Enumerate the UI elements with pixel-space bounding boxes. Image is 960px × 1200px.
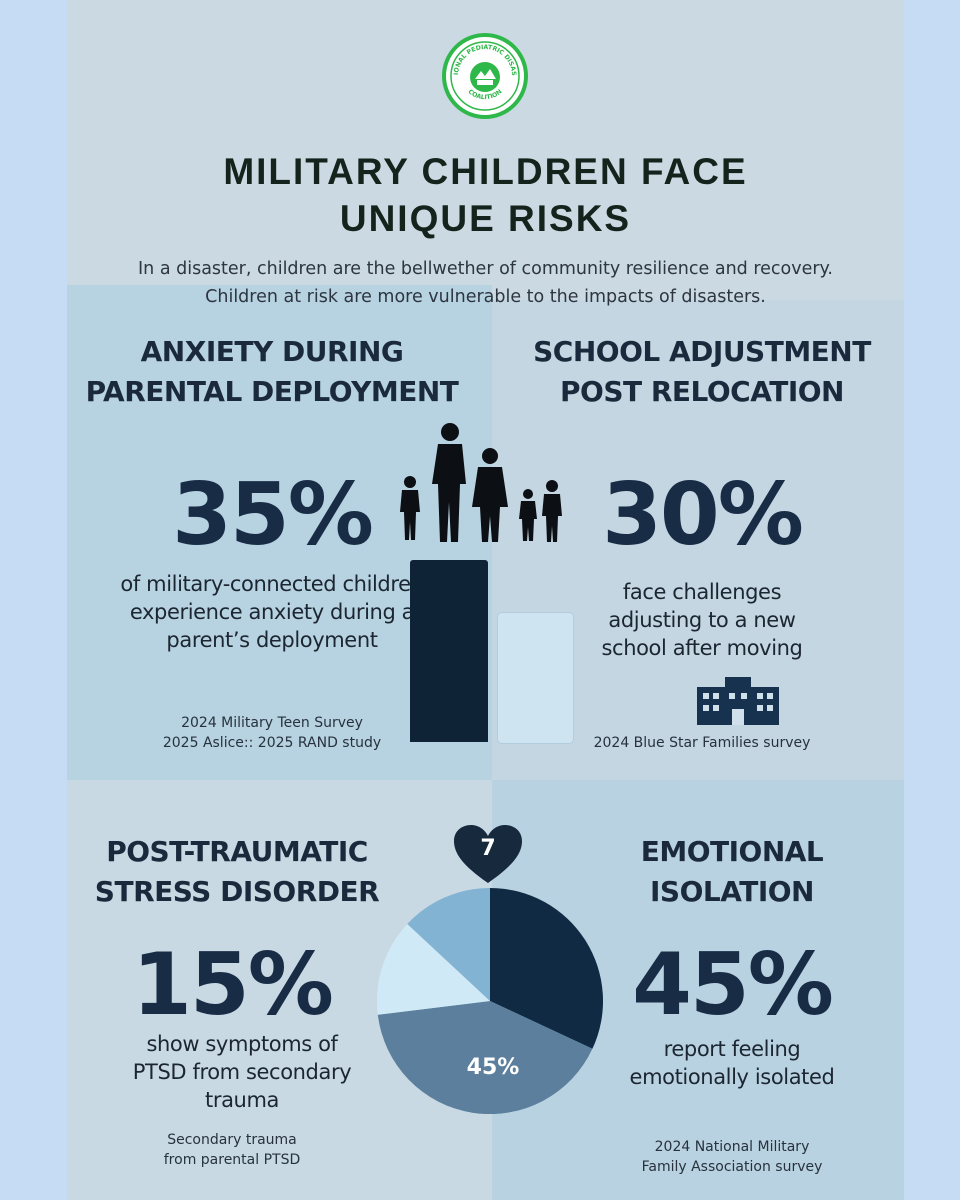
school-heading: SCHOOL ADJUSTMENT POST RELOCATION <box>512 332 892 412</box>
bar-dark <box>410 560 488 742</box>
isolation-description: report feeling emotionally isolated <box>629 1037 835 1089</box>
pie-slice-3 <box>377 924 490 1015</box>
anxiety-description: of military-connected children experienc… <box>120 572 424 652</box>
anxiety-source-1: 2024 Military Teen Survey <box>181 715 363 731</box>
pie-chart <box>377 888 603 1114</box>
anxiety-heading: ANXIETY DURING PARENTAL DEPLOYMENT <box>67 332 477 412</box>
isolation-stat: 45% <box>632 935 834 1035</box>
ptsd-stat: 15% <box>132 935 334 1035</box>
page-subtitle-text: In a disaster, children are the bellweth… <box>138 259 833 307</box>
ptsd-source-1: Secondary trauma <box>167 1132 297 1148</box>
ptsd-source-2: from parental PTSD <box>163 1152 301 1168</box>
school-heading-text: SCHOOL ADJUSTMENT POST RELOCATION <box>533 335 871 408</box>
page-subtitle: In a disaster, children are the bellweth… <box>67 255 904 311</box>
ptsd-heading-text: POST-TRAUMATIC STRESS DISORDER <box>94 835 380 908</box>
school-building-icon <box>697 677 779 725</box>
pie-slice-2 <box>377 1001 593 1114</box>
isolation-source-1: 2024 National Military <box>654 1139 810 1155</box>
page-title: MILITARY CHILDREN FACE UNIQUE RISKS <box>67 148 904 242</box>
isolation-source-2: Family Association survey <box>641 1159 823 1175</box>
anxiety-heading-text: ANXIETY DURING PARENTAL DEPLOYMENT <box>85 335 459 408</box>
isolation-heading: EMOTIONAL ISOLATION <box>597 832 867 912</box>
pie-slice-4 <box>407 888 490 1001</box>
heart-icon <box>454 825 522 883</box>
family-silhouette-icon <box>400 423 562 542</box>
school-description: face challenges adjusting to a new schoo… <box>601 580 803 660</box>
infographic-sheet: NATIONAL PEDIATRIC DISASTER COALITION MI… <box>67 0 904 1200</box>
anxiety-source-2: 2025 Aslice:: 2025 RAND study <box>162 735 382 751</box>
school-source: 2024 Blue Star Families survey <box>593 735 811 751</box>
isolation-heading-text: EMOTIONAL ISOLATION <box>640 835 824 908</box>
heart-glyph: 7 <box>480 836 496 861</box>
coalition-logo-icon: NATIONAL PEDIATRIC DISASTER COALITION <box>442 33 528 119</box>
bar-light <box>497 612 574 744</box>
ptsd-description: show symptoms of PTSD from secondary tra… <box>132 1032 352 1112</box>
school-stat: 30% <box>602 465 804 565</box>
anxiety-stat: 35% <box>172 465 374 565</box>
ptsd-heading: POST-TRAUMATIC STRESS DISORDER <box>67 832 407 912</box>
pie-slice-1 <box>490 888 603 1049</box>
page-title-text: MILITARY CHILDREN FACE UNIQUE RISKS <box>223 151 748 239</box>
pie-label: 45% <box>466 1055 520 1080</box>
